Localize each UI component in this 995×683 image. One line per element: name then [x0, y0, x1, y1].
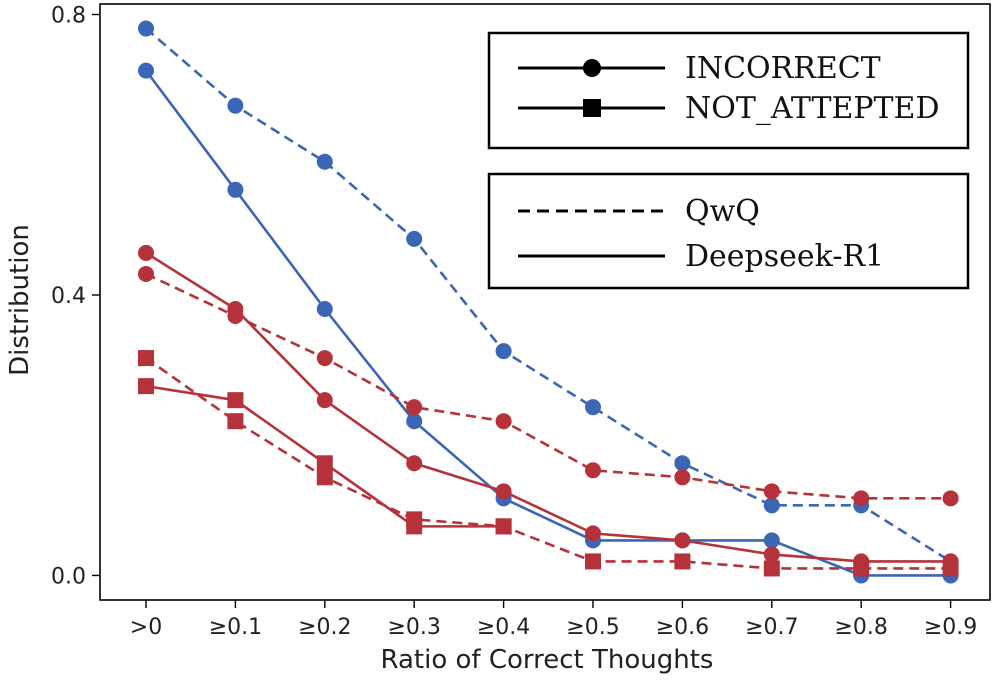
series-line: [145, 27, 952, 563]
data-point: [763, 483, 780, 500]
data-point: [227, 301, 244, 318]
data-point: [942, 490, 959, 507]
legend-label: QwQ: [685, 194, 760, 229]
legend-circle-marker: [583, 59, 601, 77]
plot-frame: [99, 3, 991, 601]
data-point: [674, 532, 691, 549]
x-tick-label: ≥0.7: [745, 615, 798, 640]
data-point: [763, 532, 780, 549]
legend-marker-box: INCORRECT NOT_ATTEPTED: [487, 31, 970, 150]
data-point: [585, 525, 601, 542]
data-point: [406, 455, 423, 472]
data-point: [316, 455, 333, 472]
data-point: [495, 518, 512, 535]
data-point: [316, 350, 333, 367]
series-line: [145, 251, 951, 563]
plot-area: [138, 20, 959, 584]
data-point: [406, 399, 423, 416]
series-4: [138, 350, 959, 577]
data-point: [227, 97, 244, 114]
data-point: [674, 455, 691, 472]
x-tick-label: ≥0.8: [834, 615, 887, 640]
data-point: [138, 62, 154, 79]
data-point: [674, 469, 691, 486]
legend-frame: [487, 31, 970, 150]
data-point: [316, 392, 333, 409]
x-tick-label: ≥0.3: [387, 615, 440, 640]
series-line: [145, 272, 951, 500]
data-point: [495, 343, 512, 360]
x-tick-label: ≥0.6: [656, 615, 709, 640]
y-tick-label: 0.4: [51, 284, 86, 309]
data-point: [763, 546, 780, 563]
legend-model-box: QwQ Deepseek-R1: [487, 172, 970, 290]
y-tick-label: 0.0: [51, 564, 86, 589]
data-point: [227, 413, 244, 430]
data-point: [585, 553, 601, 570]
legend-label: Deepseek-R1: [685, 239, 884, 274]
y-tick-label: 0.8: [51, 4, 86, 29]
data-point: [853, 560, 870, 577]
legend-label: NOT_ATTEPTED: [685, 91, 940, 126]
x-tick-label: ≥0.5: [566, 615, 619, 640]
legend-label: INCORRECT: [685, 51, 881, 86]
data-point: [406, 230, 423, 247]
data-point: [138, 244, 154, 261]
data-point: [316, 153, 333, 170]
x-tick-label: ≥0.2: [298, 615, 351, 640]
data-point: [674, 553, 691, 570]
series-2: [138, 265, 959, 507]
data-point: [853, 490, 870, 507]
data-point: [138, 378, 154, 395]
data-point: [495, 413, 512, 430]
series-5: [138, 378, 512, 535]
data-point: [406, 518, 423, 535]
data-point: [495, 483, 512, 500]
legend-frame: [487, 172, 970, 290]
data-point: [763, 497, 780, 514]
data-point: [138, 350, 154, 367]
axes: 0.0 0.4 0.8 >0 ≥0.1 ≥0.2 ≥0.3 ≥0.4 ≥0.5 ≥0.6 ≥0.7 ≥…: [51, 3, 991, 640]
data-point: [138, 20, 154, 37]
legend-square-marker: [583, 99, 601, 117]
series-line: [145, 357, 951, 570]
data-point: [763, 560, 780, 577]
data-point: [138, 265, 154, 282]
data-point: [406, 413, 423, 430]
data-point: [585, 399, 601, 416]
series-0: [138, 20, 959, 570]
data-point: [316, 301, 333, 318]
x-tick-label: >0: [130, 615, 162, 640]
x-tick-label: ≥0.1: [209, 615, 262, 640]
data-point: [942, 560, 959, 577]
data-point: [227, 181, 244, 198]
y-axis-title: Distribution: [5, 224, 35, 376]
data-point: [227, 392, 244, 409]
x-tick-label: ≥0.4: [477, 615, 530, 640]
data-point: [316, 469, 333, 486]
data-point: [585, 462, 601, 479]
x-axis-title: Ratio of Correct Thoughts: [381, 645, 714, 675]
legend: INCORRECT NOT_ATTEPTED QwQ Deepseek-R1: [487, 31, 970, 290]
x-tick-label: ≥0.9: [924, 615, 977, 640]
